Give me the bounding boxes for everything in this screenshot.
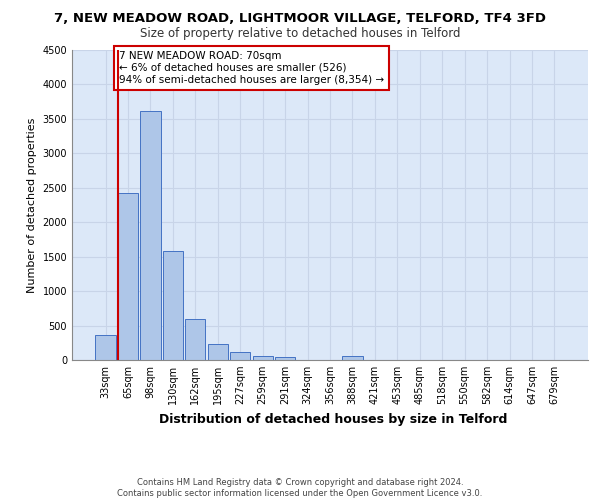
Text: Size of property relative to detached houses in Telford: Size of property relative to detached ho… bbox=[140, 28, 460, 40]
Bar bbox=[95, 334, 116, 360]
Text: 7, NEW MEADOW ROAD, LIGHTMOOR VILLAGE, TELFORD, TF4 3FD: 7, NEW MEADOW ROAD, LIGHTMOOR VILLAGE, T… bbox=[54, 12, 546, 26]
Bar bbox=[230, 352, 250, 360]
Bar bbox=[118, 194, 138, 360]
Y-axis label: Number of detached properties: Number of detached properties bbox=[27, 118, 37, 292]
Bar bbox=[343, 356, 362, 360]
Text: Contains HM Land Registry data © Crown copyright and database right 2024.
Contai: Contains HM Land Registry data © Crown c… bbox=[118, 478, 482, 498]
Bar bbox=[275, 357, 295, 360]
Text: 7 NEW MEADOW ROAD: 70sqm
← 6% of detached houses are smaller (526)
94% of semi-d: 7 NEW MEADOW ROAD: 70sqm ← 6% of detache… bbox=[119, 52, 384, 84]
Bar bbox=[208, 344, 228, 360]
Text: Distribution of detached houses by size in Telford: Distribution of detached houses by size … bbox=[159, 412, 507, 426]
Bar bbox=[253, 356, 273, 360]
Bar bbox=[140, 110, 161, 360]
Bar bbox=[163, 251, 183, 360]
Bar bbox=[185, 320, 205, 360]
